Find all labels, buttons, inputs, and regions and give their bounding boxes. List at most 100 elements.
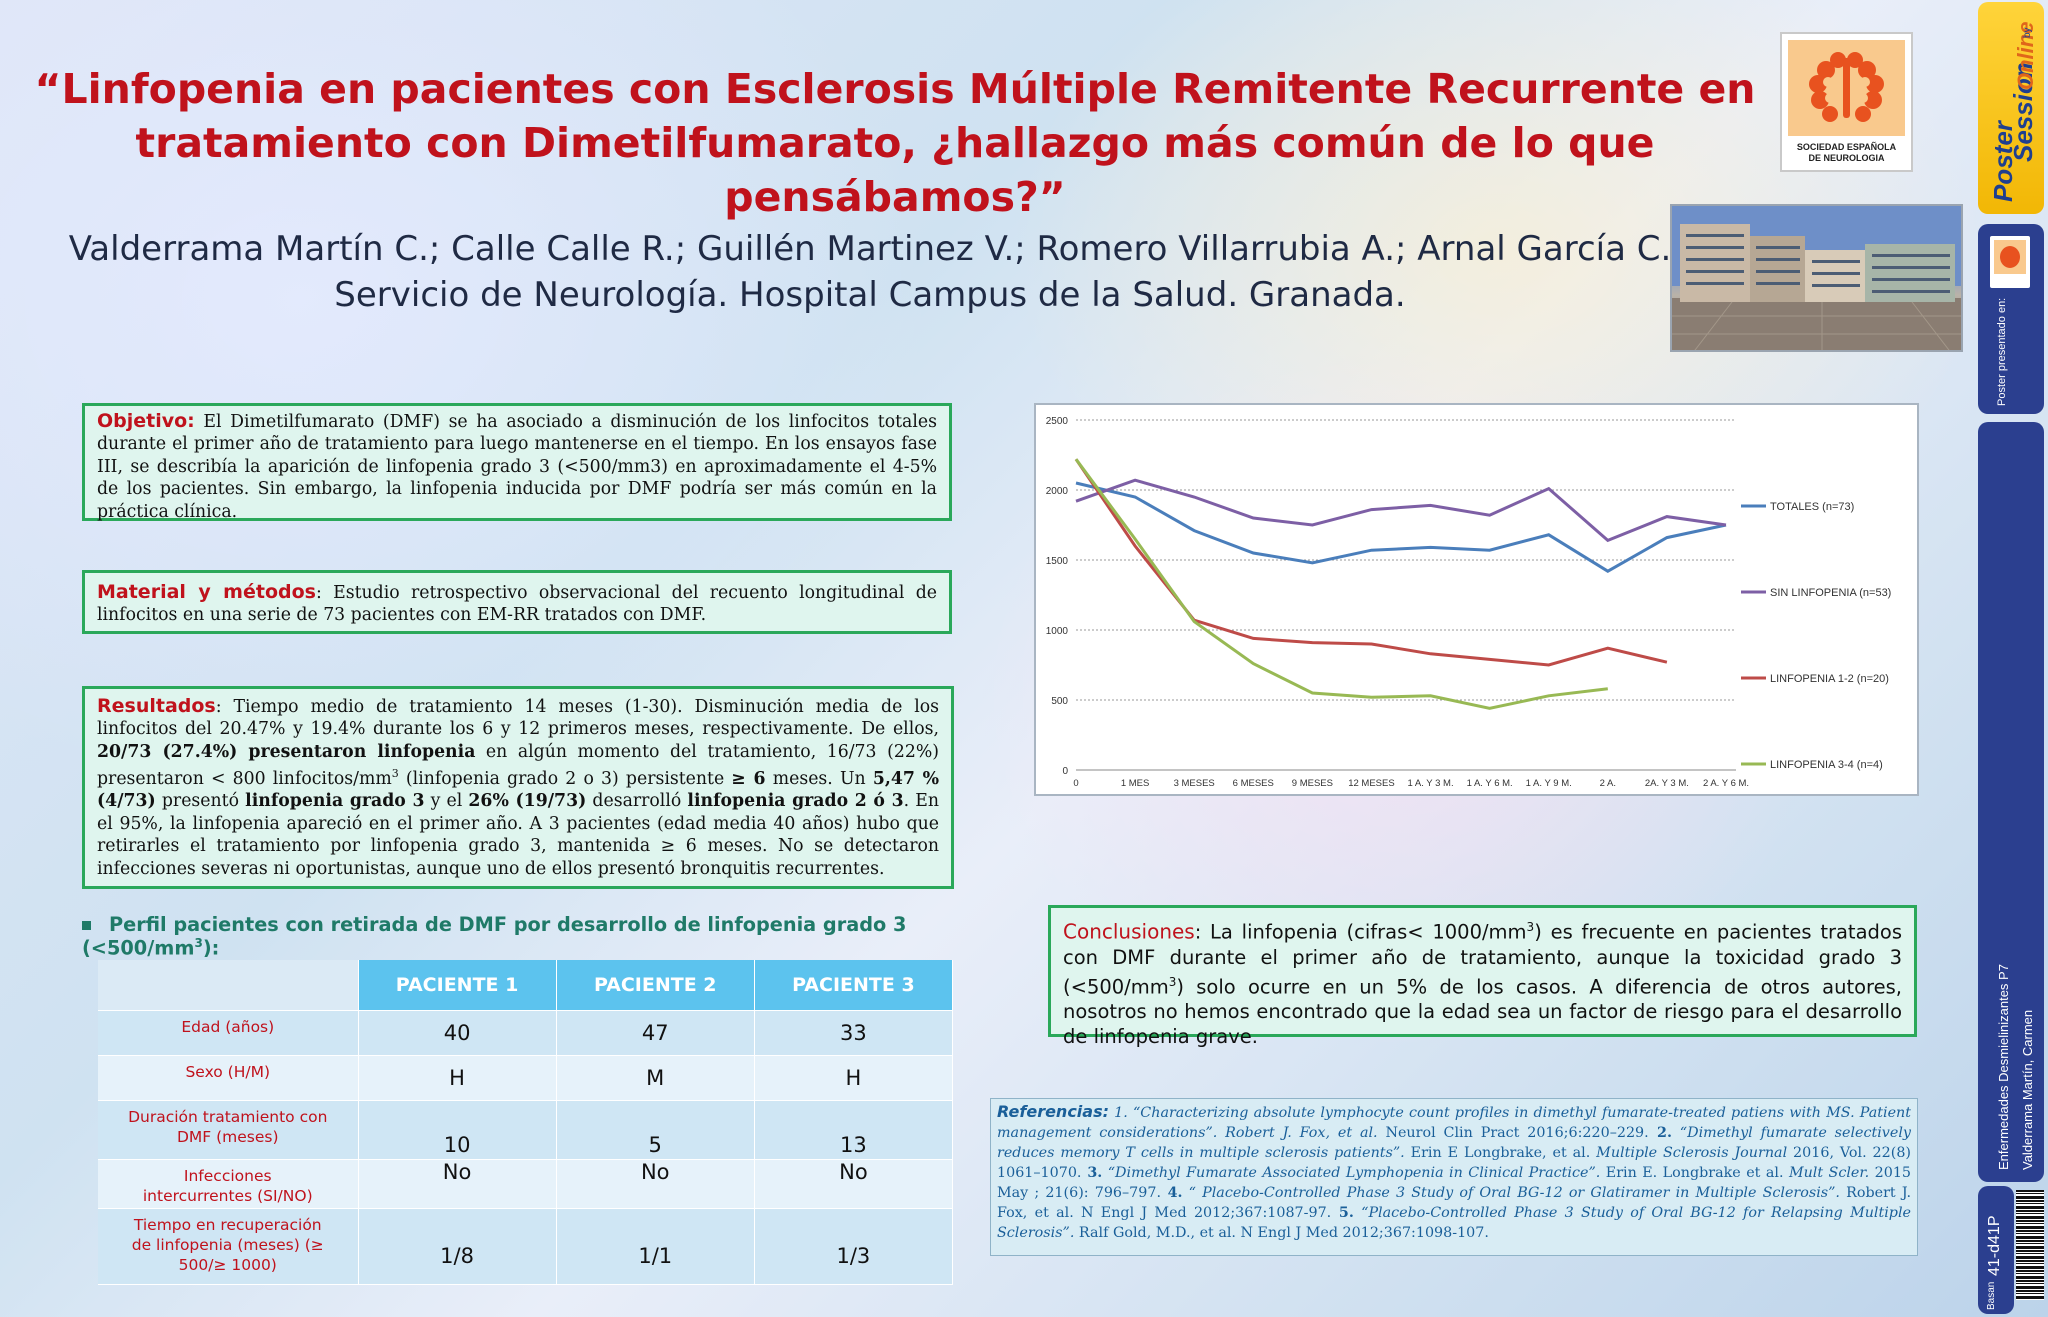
ref-text: Neurol Clin Pract 2016;6:220–229. [1377, 1125, 1649, 1141]
x-tick-label: 1 A. Y 9 M. [1526, 778, 1572, 789]
table-header: PACIENTE 2 [556, 960, 755, 1011]
legend-label: LINFOPENIA 1-2 (n=20) [1770, 673, 1889, 685]
poster-session-online-tab[interactable]: Poster Session Online by [1978, 2, 2044, 214]
ref-journal: Mult Scler. [1783, 1165, 1870, 1181]
resultados-bold: linfopenia grado 3 [245, 791, 425, 812]
legend-label: TOTALES (n=73) [1770, 501, 1854, 513]
y-tick-label: 500 [1051, 696, 1068, 707]
material-label: Material y métodos [97, 581, 316, 603]
table-cell: No [754, 1159, 954, 1209]
chart-svg: 0 500 1000 1500 2000 2500 0 1 MES 3 MESES 6 MESES… [1046, 416, 1892, 789]
affiliation: Servicio de Neurología. Hospital Campus … [334, 275, 1406, 315]
ref-title: “Dimethyl fumarate selectively reduces m… [997, 1125, 1911, 1161]
sen-mini-logo-icon [1990, 236, 2030, 288]
resultados-text: meses. Un [765, 768, 873, 789]
title-line-2: tratamiento con Dimetilfumarato, ¿hallaz… [135, 119, 1655, 221]
table-cell: 47 [556, 1010, 755, 1056]
conclusiones-text: ) es frecuente en pacientes tratados con… [1063, 920, 1902, 999]
ref-number: 2. [1648, 1125, 1672, 1141]
ref-text: 2015 May ; 21(6): 796–797. [997, 1165, 1912, 1201]
series-line [1075, 478, 1727, 543]
ref-journal: Multiple Sclerosis Journal [1590, 1145, 1788, 1161]
table-cell: 5 [556, 1100, 755, 1160]
table-row: Infecciones intercurrentes (SI/NO) No No… [98, 1159, 954, 1209]
resultados-text: (linfopenia grado 2 o 3) persistente [398, 768, 732, 789]
row-label: Sexo (H/M) [98, 1055, 359, 1101]
series-line [1075, 481, 1727, 573]
y-tick-label: 2500 [1046, 416, 1069, 427]
logo-caption-line-2: DE NEUROLOGIA [1808, 153, 1885, 163]
conclusiones-box: Conclusiones: La linfopenia (cifras< 100… [1048, 905, 1917, 1048]
resultados-text: en algún momento del tratamiento, 16/73 … [97, 741, 939, 789]
x-tick-label: 3 MESES [1174, 778, 1215, 789]
row-label: Duración tratamiento con DMF (meses) [98, 1100, 359, 1160]
series-line [1074, 458, 1608, 710]
resultados-bold: 26% (19/73) [468, 791, 587, 812]
ref-title: “Characterizing absolute lymphocyte coun… [997, 1105, 1912, 1141]
table-cell: No [556, 1159, 755, 1209]
lymphocyte-chart: 0 500 1000 1500 2000 2500 0 1 MES 3 MESES 6 MESES… [1034, 403, 1919, 796]
x-tick-label: 1 MES [1121, 778, 1150, 789]
objetivo-box: Objetivo: El Dimetilfumarato (DMF) se ha… [82, 403, 952, 522]
table-cell: H [358, 1055, 557, 1101]
ref-title: “Placebo-Controlled Phase 3 Study of Ora… [997, 1205, 1911, 1241]
resultados-bold: 20/73 (27.4%) presentaron linfopenia [97, 741, 476, 762]
perfil-heading: Perfil pacientes con retirada de DMF por… [82, 913, 982, 959]
table-cell: M [556, 1055, 755, 1101]
x-tick-label: 1 A. Y 3 M. [1407, 778, 1453, 789]
ref-number: 3. [1081, 1165, 1103, 1181]
bullet-icon [82, 921, 91, 930]
ref-text: Ralf Gold, M.D., et al. N Engl J Med 201… [1074, 1225, 1489, 1241]
x-tick-label: 1 A. Y 6 M. [1467, 778, 1513, 789]
table-cell: 13 [754, 1100, 954, 1160]
table-cell: H [754, 1055, 954, 1101]
resultados-box: Resultados: Tiempo medio de tratamiento … [82, 686, 954, 889]
ref-text: Erin E Longbrake, et al. [1404, 1145, 1591, 1161]
title-line-1: “Linfopenia en pacientes con Esclerosis … [34, 65, 1756, 113]
poster-ref: Basan [1986, 1281, 1997, 1310]
y-tick-label: 1500 [1046, 556, 1069, 567]
x-tick-label: 0 [1073, 778, 1078, 789]
table-cell: 1/3 [754, 1208, 954, 1285]
table-header: PACIENTE 1 [358, 960, 557, 1011]
material-text: : Estudio retrospectivo observacional de… [97, 583, 937, 626]
conclusiones-text: : La linfopenia (cifras< 1000/mm [1194, 920, 1527, 944]
row-label: Edad (años) [98, 1010, 359, 1056]
hospital-photo [1670, 204, 1963, 352]
patients-table: PACIENTE 1 PACIENTE 2 PACIENTE 3 Edad (a… [98, 960, 954, 1285]
table-header: PACIENTE 3 [754, 960, 954, 1011]
sen-logo: SOCIEDAD ESPAÑOLA DE NEUROLOGIA [1780, 32, 1913, 172]
resultados-bold: ≥ 6 [731, 768, 766, 789]
row-label: Infecciones intercurrentes (SI/NO) [98, 1159, 359, 1209]
ref-number: 5. [1331, 1205, 1354, 1221]
poster-code: 41-d41P [1986, 1215, 2003, 1277]
resultados-text: . En el 95%, la linfopenia apareció en e… [97, 791, 939, 879]
resultados-text: : Tiempo medio de tratamiento 14 meses (… [97, 697, 939, 740]
poster-title: “Linfopenia en pacientes con Esclerosis … [30, 62, 1760, 224]
y-tick-label: 0 [1062, 766, 1068, 777]
legend-label: SIN LINFOPENIA (n=53) [1770, 587, 1891, 599]
table-corner [98, 960, 359, 1011]
barcode-icon [2016, 1190, 2044, 1300]
x-tick-label: 9 MESES [1292, 778, 1333, 789]
ref-number: 1. [1109, 1105, 1128, 1121]
referencias-label: Referencias: [997, 1102, 1110, 1121]
session-name: Enfermedades Desmielinizantes P7 [1996, 964, 2011, 1170]
perfil-sup: 3 [194, 936, 203, 950]
table-row: Duración tratamiento con DMF (meses) 10 … [98, 1100, 954, 1160]
conclusiones-sup: 3 [1526, 920, 1535, 934]
code-tab: 41-d41P Basan [1978, 1186, 2014, 1314]
perfil-end: ): [202, 936, 220, 960]
brand-by: by [2022, 27, 2033, 38]
y-tick-label: 1000 [1046, 626, 1069, 637]
x-tick-label: 6 MESES [1233, 778, 1274, 789]
author-name: Valderrama Martín, Carmen [2020, 1009, 2035, 1170]
ref-title: “Dimethyl Fumarate Associated Lymphopeni… [1102, 1165, 1601, 1181]
logo-caption: SOCIEDAD ESPAÑOLA DE NEUROLOGIA [1782, 142, 1911, 164]
resultados-bold: 5,47 % (4/73) [97, 768, 940, 812]
ref-text: Robert J. Fox, et al. N Engl J Med 2012;… [997, 1185, 1911, 1221]
x-tick-label: 12 MESES [1348, 778, 1394, 789]
ref-number: 4. [1161, 1185, 1183, 1201]
resultados-text: presentó [155, 791, 246, 812]
table-cell: No [358, 1159, 557, 1209]
